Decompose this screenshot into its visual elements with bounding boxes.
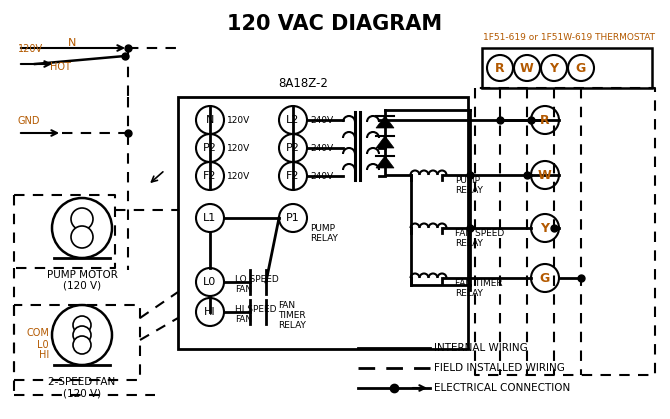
Text: FIELD INSTALLED WIRING: FIELD INSTALLED WIRING <box>434 363 565 373</box>
Text: R: R <box>495 62 505 75</box>
Circle shape <box>71 226 93 248</box>
Text: RELAY: RELAY <box>455 289 483 297</box>
Text: HI: HI <box>204 307 216 317</box>
Text: L2: L2 <box>286 115 299 125</box>
Text: Y: Y <box>549 62 559 75</box>
Text: L0: L0 <box>204 277 216 287</box>
Text: P2: P2 <box>286 143 300 153</box>
Circle shape <box>71 208 93 230</box>
Circle shape <box>279 134 307 162</box>
Circle shape <box>514 55 540 81</box>
Text: GND: GND <box>18 116 40 126</box>
Circle shape <box>52 198 112 258</box>
Text: 120V: 120V <box>227 171 251 181</box>
Circle shape <box>531 214 559 242</box>
Text: 1F51-619 or 1F51W-619 THERMOSTAT: 1F51-619 or 1F51W-619 THERMOSTAT <box>483 33 655 42</box>
Circle shape <box>73 316 91 334</box>
Text: FAN: FAN <box>278 300 295 310</box>
Circle shape <box>196 204 224 232</box>
Text: 240V: 240V <box>310 143 333 153</box>
Text: RELAY: RELAY <box>278 321 306 329</box>
Text: Y: Y <box>541 222 549 235</box>
Text: N: N <box>206 115 214 125</box>
Circle shape <box>279 162 307 190</box>
Text: L1: L1 <box>204 213 216 223</box>
Circle shape <box>52 305 112 365</box>
Text: F2: F2 <box>203 171 217 181</box>
Text: FAN: FAN <box>235 285 252 295</box>
Text: 2-SPEED FAN: 2-SPEED FAN <box>48 377 116 387</box>
Circle shape <box>196 134 224 162</box>
Circle shape <box>196 298 224 326</box>
Text: TIMER: TIMER <box>278 310 306 320</box>
Text: INTERNAL WIRING: INTERNAL WIRING <box>434 343 528 353</box>
Circle shape <box>279 204 307 232</box>
Text: PUMP: PUMP <box>455 176 480 184</box>
Circle shape <box>73 336 91 354</box>
Circle shape <box>541 55 567 81</box>
Text: P1: P1 <box>286 213 300 223</box>
Text: HI SPEED: HI SPEED <box>235 305 277 315</box>
Text: FAN TIMER: FAN TIMER <box>455 279 502 287</box>
Text: HOT: HOT <box>50 62 71 72</box>
Circle shape <box>196 268 224 296</box>
Text: 120V: 120V <box>18 44 43 54</box>
Text: LO SPEED: LO SPEED <box>235 276 279 285</box>
Text: 120 VAC DIAGRAM: 120 VAC DIAGRAM <box>227 14 443 34</box>
Circle shape <box>531 264 559 292</box>
Text: 8A18Z-2: 8A18Z-2 <box>278 77 328 90</box>
Circle shape <box>531 161 559 189</box>
Text: RELAY: RELAY <box>455 186 483 194</box>
Bar <box>482 48 652 88</box>
Text: (120 V): (120 V) <box>63 388 101 398</box>
Circle shape <box>531 106 559 134</box>
Text: FAN: FAN <box>235 316 252 324</box>
Text: RELAY: RELAY <box>310 233 338 243</box>
Polygon shape <box>376 116 394 128</box>
Text: W: W <box>520 62 534 75</box>
Circle shape <box>487 55 513 81</box>
Text: 120V: 120V <box>227 143 251 153</box>
Text: L0: L0 <box>38 340 49 350</box>
Text: G: G <box>576 62 586 75</box>
Text: 120V: 120V <box>227 116 251 124</box>
Text: R: R <box>540 114 550 127</box>
Text: 240V: 240V <box>310 116 333 124</box>
Bar <box>178 97 468 349</box>
Text: F2: F2 <box>286 171 299 181</box>
Text: PUMP: PUMP <box>310 223 335 233</box>
Circle shape <box>196 162 224 190</box>
Text: PUMP MOTOR: PUMP MOTOR <box>46 270 117 280</box>
Text: HI: HI <box>39 350 49 360</box>
Text: 240V: 240V <box>310 171 333 181</box>
Text: FAN SPEED: FAN SPEED <box>455 228 505 238</box>
Text: N: N <box>68 38 76 48</box>
Polygon shape <box>376 156 394 168</box>
Circle shape <box>568 55 594 81</box>
Circle shape <box>196 106 224 134</box>
Text: P2: P2 <box>203 143 217 153</box>
Text: COM: COM <box>26 328 49 338</box>
Text: ELECTRICAL CONNECTION: ELECTRICAL CONNECTION <box>434 383 570 393</box>
Text: RELAY: RELAY <box>455 238 483 248</box>
Circle shape <box>279 106 307 134</box>
Polygon shape <box>376 136 394 148</box>
Text: W: W <box>538 168 552 181</box>
Circle shape <box>73 326 91 344</box>
Text: (120 V): (120 V) <box>63 281 101 291</box>
Text: G: G <box>540 272 550 285</box>
